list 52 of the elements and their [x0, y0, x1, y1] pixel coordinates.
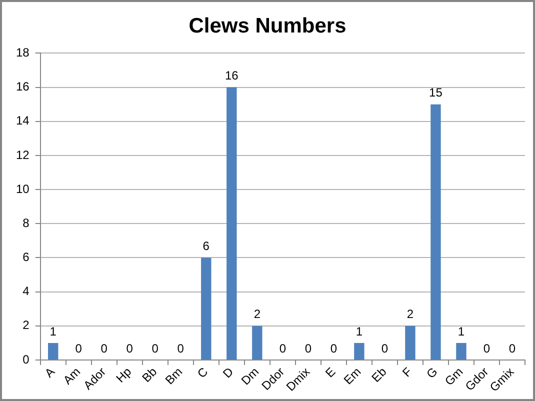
data-label: 2 — [406, 307, 414, 322]
chart-title: Clews Numbers — [188, 14, 346, 38]
x-tick-label: D — [220, 364, 236, 381]
y-tick-label: 16 — [16, 80, 30, 94]
y-tick-label: 8 — [22, 216, 30, 230]
data-label: 0 — [177, 341, 184, 356]
y-tick-label: 6 — [22, 250, 30, 264]
x-tick-label: Am — [60, 364, 84, 388]
x-tick-label: Gm — [442, 364, 466, 388]
data-label: 0 — [483, 341, 490, 356]
y-tick-label: 4 — [22, 284, 30, 298]
data-label: 0 — [100, 341, 108, 356]
data-label: 0 — [75, 341, 82, 356]
data-label: 0 — [381, 341, 388, 356]
bar — [405, 326, 416, 360]
data-label: 0 — [304, 341, 312, 356]
x-tick-label: A — [42, 364, 58, 380]
data-label: 16 — [224, 68, 239, 83]
bar — [48, 342, 58, 360]
x-tick-label: Bb — [139, 364, 160, 385]
x-tick-label: Em — [341, 364, 364, 388]
bar — [226, 87, 237, 360]
bar — [430, 104, 441, 360]
x-tick-label: Dm — [238, 364, 262, 388]
y-tick-label: 12 — [16, 148, 30, 162]
bar — [456, 342, 466, 360]
x-tick-label: C — [194, 364, 211, 381]
bar — [354, 342, 364, 360]
data-label: 0 — [330, 341, 338, 356]
data-label: 15 — [429, 86, 443, 100]
data-label: 0 — [508, 341, 516, 356]
x-tick-label: Hp — [113, 364, 134, 386]
data-label: 0 — [279, 341, 286, 356]
data-label: 6 — [202, 239, 210, 254]
data-label: 1 — [458, 324, 465, 338]
y-tick-label: 2 — [22, 318, 30, 332]
bar — [201, 258, 212, 360]
x-tick-label: E — [322, 364, 338, 380]
y-tick-label: 18 — [16, 46, 30, 60]
data-label: 0 — [126, 341, 134, 356]
x-tick-label: Eb — [368, 364, 390, 385]
y-tick-label: 10 — [16, 182, 30, 196]
data-label: 2 — [254, 307, 261, 322]
data-label: 0 — [152, 341, 159, 356]
data-label: 1 — [50, 324, 57, 338]
x-tick-label: G — [424, 364, 440, 382]
x-tick-label: Bm — [162, 364, 186, 388]
bar — [252, 326, 262, 360]
x-tick-label: F — [400, 364, 415, 380]
y-tick-label: 0 — [22, 352, 30, 366]
data-label: 1 — [356, 324, 363, 338]
y-tick-label: 14 — [16, 114, 30, 128]
